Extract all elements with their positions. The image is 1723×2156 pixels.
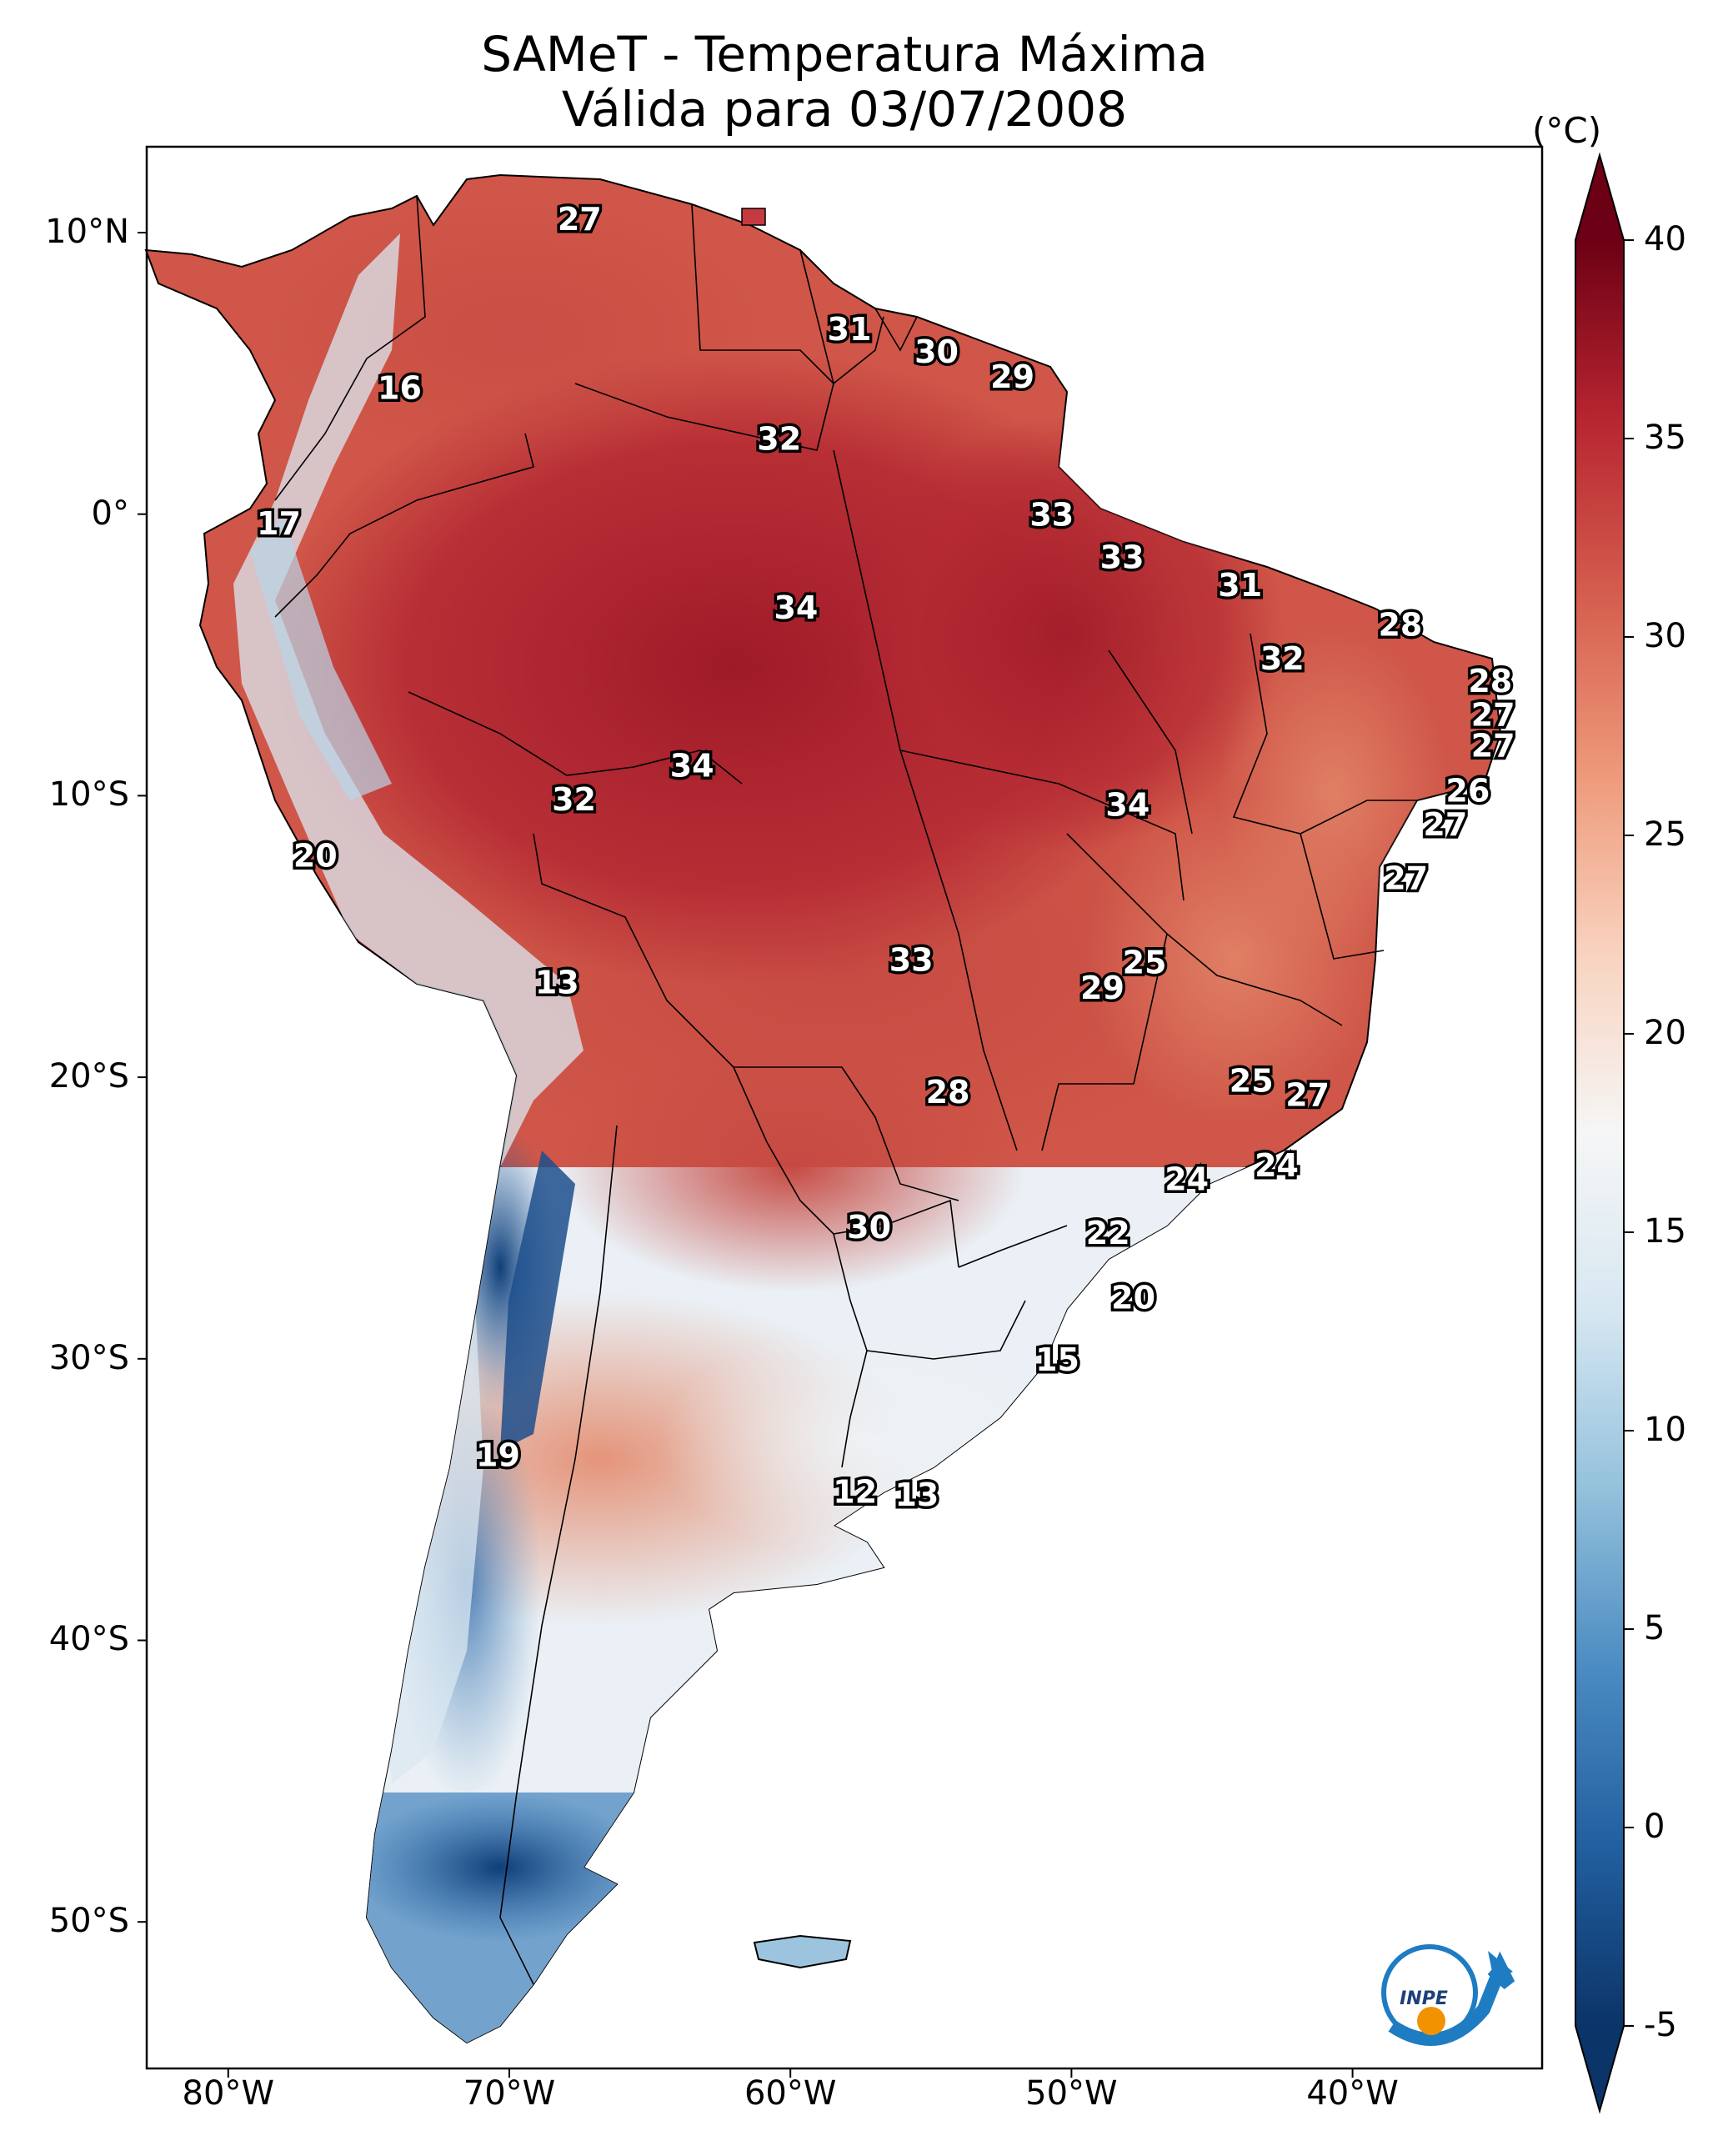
- colorbar-tick-label: -5: [1644, 2006, 1677, 2044]
- temperature-label: 25: [1230, 1062, 1274, 1099]
- inpe-logo-text: INPE: [1400, 1988, 1448, 2009]
- longitude-tick-label: 70°W: [463, 2074, 556, 2113]
- latitude-tick-label: 40°S: [48, 1620, 129, 1659]
- temperature-label: 12: [833, 1474, 877, 1511]
- longitude-tick-label: 80°W: [182, 2074, 274, 2113]
- temperature-label: 31: [1218, 567, 1262, 604]
- colorbar-unit: (°C): [1532, 110, 1602, 151]
- temperature-label: 32: [552, 781, 596, 818]
- latitude-tick-label: 10°N: [45, 212, 129, 251]
- colorbar-top-arrow: [1575, 155, 1624, 240]
- temperature-label: 27: [1471, 728, 1515, 765]
- longitude-tick-label: 40°W: [1306, 2074, 1399, 2113]
- colorbar-tick-label: 40: [1644, 220, 1686, 258]
- colorbar-tick-marks: [1624, 239, 1634, 2027]
- trinidad-island: [741, 208, 766, 226]
- axis-tick-marks: [138, 231, 1354, 2078]
- temperature-label: 33: [1100, 539, 1144, 575]
- temperature-label: 34: [670, 747, 714, 784]
- temperature-label: 27: [1285, 1076, 1330, 1113]
- latitude-tick-label: 50°S: [48, 1902, 129, 1941]
- temperature-label: 20: [1111, 1280, 1155, 1316]
- colorbar-tick-label: 35: [1644, 419, 1686, 457]
- temperature-label: 27: [1384, 860, 1428, 896]
- latitude-tick-label: 30°S: [48, 1338, 129, 1377]
- colorbar-tick-label: 15: [1644, 1212, 1686, 1251]
- colorbar-tick-label: 25: [1644, 815, 1686, 854]
- colorbar-bottom-arrow: [1575, 2026, 1624, 2111]
- temperature-label: 33: [889, 941, 934, 978]
- temperature-label: 34: [774, 589, 818, 626]
- plot-frame: [145, 145, 1544, 2070]
- inpe-logo: INPE: [1381, 1944, 1515, 2046]
- temperature-label: 19: [476, 1437, 520, 1474]
- temperature-label: 28: [926, 1074, 970, 1111]
- temperature-label: 20: [293, 837, 338, 874]
- temperature-label: 24: [1255, 1147, 1299, 1184]
- country-borders: [274, 195, 1417, 1985]
- temperature-label: 13: [894, 1477, 939, 1513]
- longitude-tick-label: 50°W: [1025, 2074, 1118, 2113]
- temperature-label: 13: [535, 964, 579, 1000]
- temperature-label: 22: [1086, 1215, 1130, 1251]
- colorbar-tick-label: 10: [1644, 1411, 1686, 1449]
- colorbar-bar: [1575, 240, 1624, 2026]
- temperature-label: 16: [378, 370, 422, 407]
- temperature-label: 27: [558, 201, 602, 238]
- falkland-islands: [753, 1934, 852, 1969]
- temperature-label: 17: [257, 505, 301, 542]
- temperature-label: 31: [828, 311, 872, 348]
- temperature-label: 33: [1029, 497, 1074, 534]
- latitude-tick-label: 10°S: [48, 775, 129, 815]
- colorbar-tick-label: 30: [1644, 617, 1686, 655]
- temperature-label: 28: [1468, 663, 1512, 699]
- temperature-label: 26: [1445, 773, 1490, 810]
- latitude-tick-label: 0°: [91, 494, 129, 533]
- temperature-label: 28: [1378, 606, 1422, 643]
- temperature-label: 32: [757, 421, 801, 458]
- temperature-label: 32: [1260, 640, 1305, 677]
- temperature-label: 15: [1035, 1341, 1079, 1378]
- temperature-label: 29: [990, 358, 1034, 395]
- temperature-label: 27: [1423, 806, 1467, 843]
- temperature-label: 30: [847, 1209, 891, 1246]
- longitude-tick-label: 60°W: [744, 2074, 837, 2113]
- temperature-label: 29: [1080, 970, 1124, 1006]
- latitude-tick-label: 20°S: [48, 1057, 129, 1096]
- colorbar-tick-label: 0: [1644, 1808, 1665, 1846]
- temperature-label: 34: [1105, 787, 1150, 824]
- colorbar-tick-label: 20: [1644, 1014, 1686, 1052]
- temperature-label: 27: [1471, 696, 1515, 733]
- chart-subtitle: Válida para 03/07/2008: [561, 81, 1128, 138]
- colorbar-tick-label: 5: [1644, 1609, 1665, 1647]
- colorbar: [1575, 152, 1634, 2114]
- chart-title: SAMeT - Temperatura Máxima: [481, 26, 1208, 83]
- temperature-label: 24: [1165, 1161, 1209, 1198]
- temperature-label: 25: [1123, 945, 1167, 981]
- temperature-label: 30: [914, 333, 959, 370]
